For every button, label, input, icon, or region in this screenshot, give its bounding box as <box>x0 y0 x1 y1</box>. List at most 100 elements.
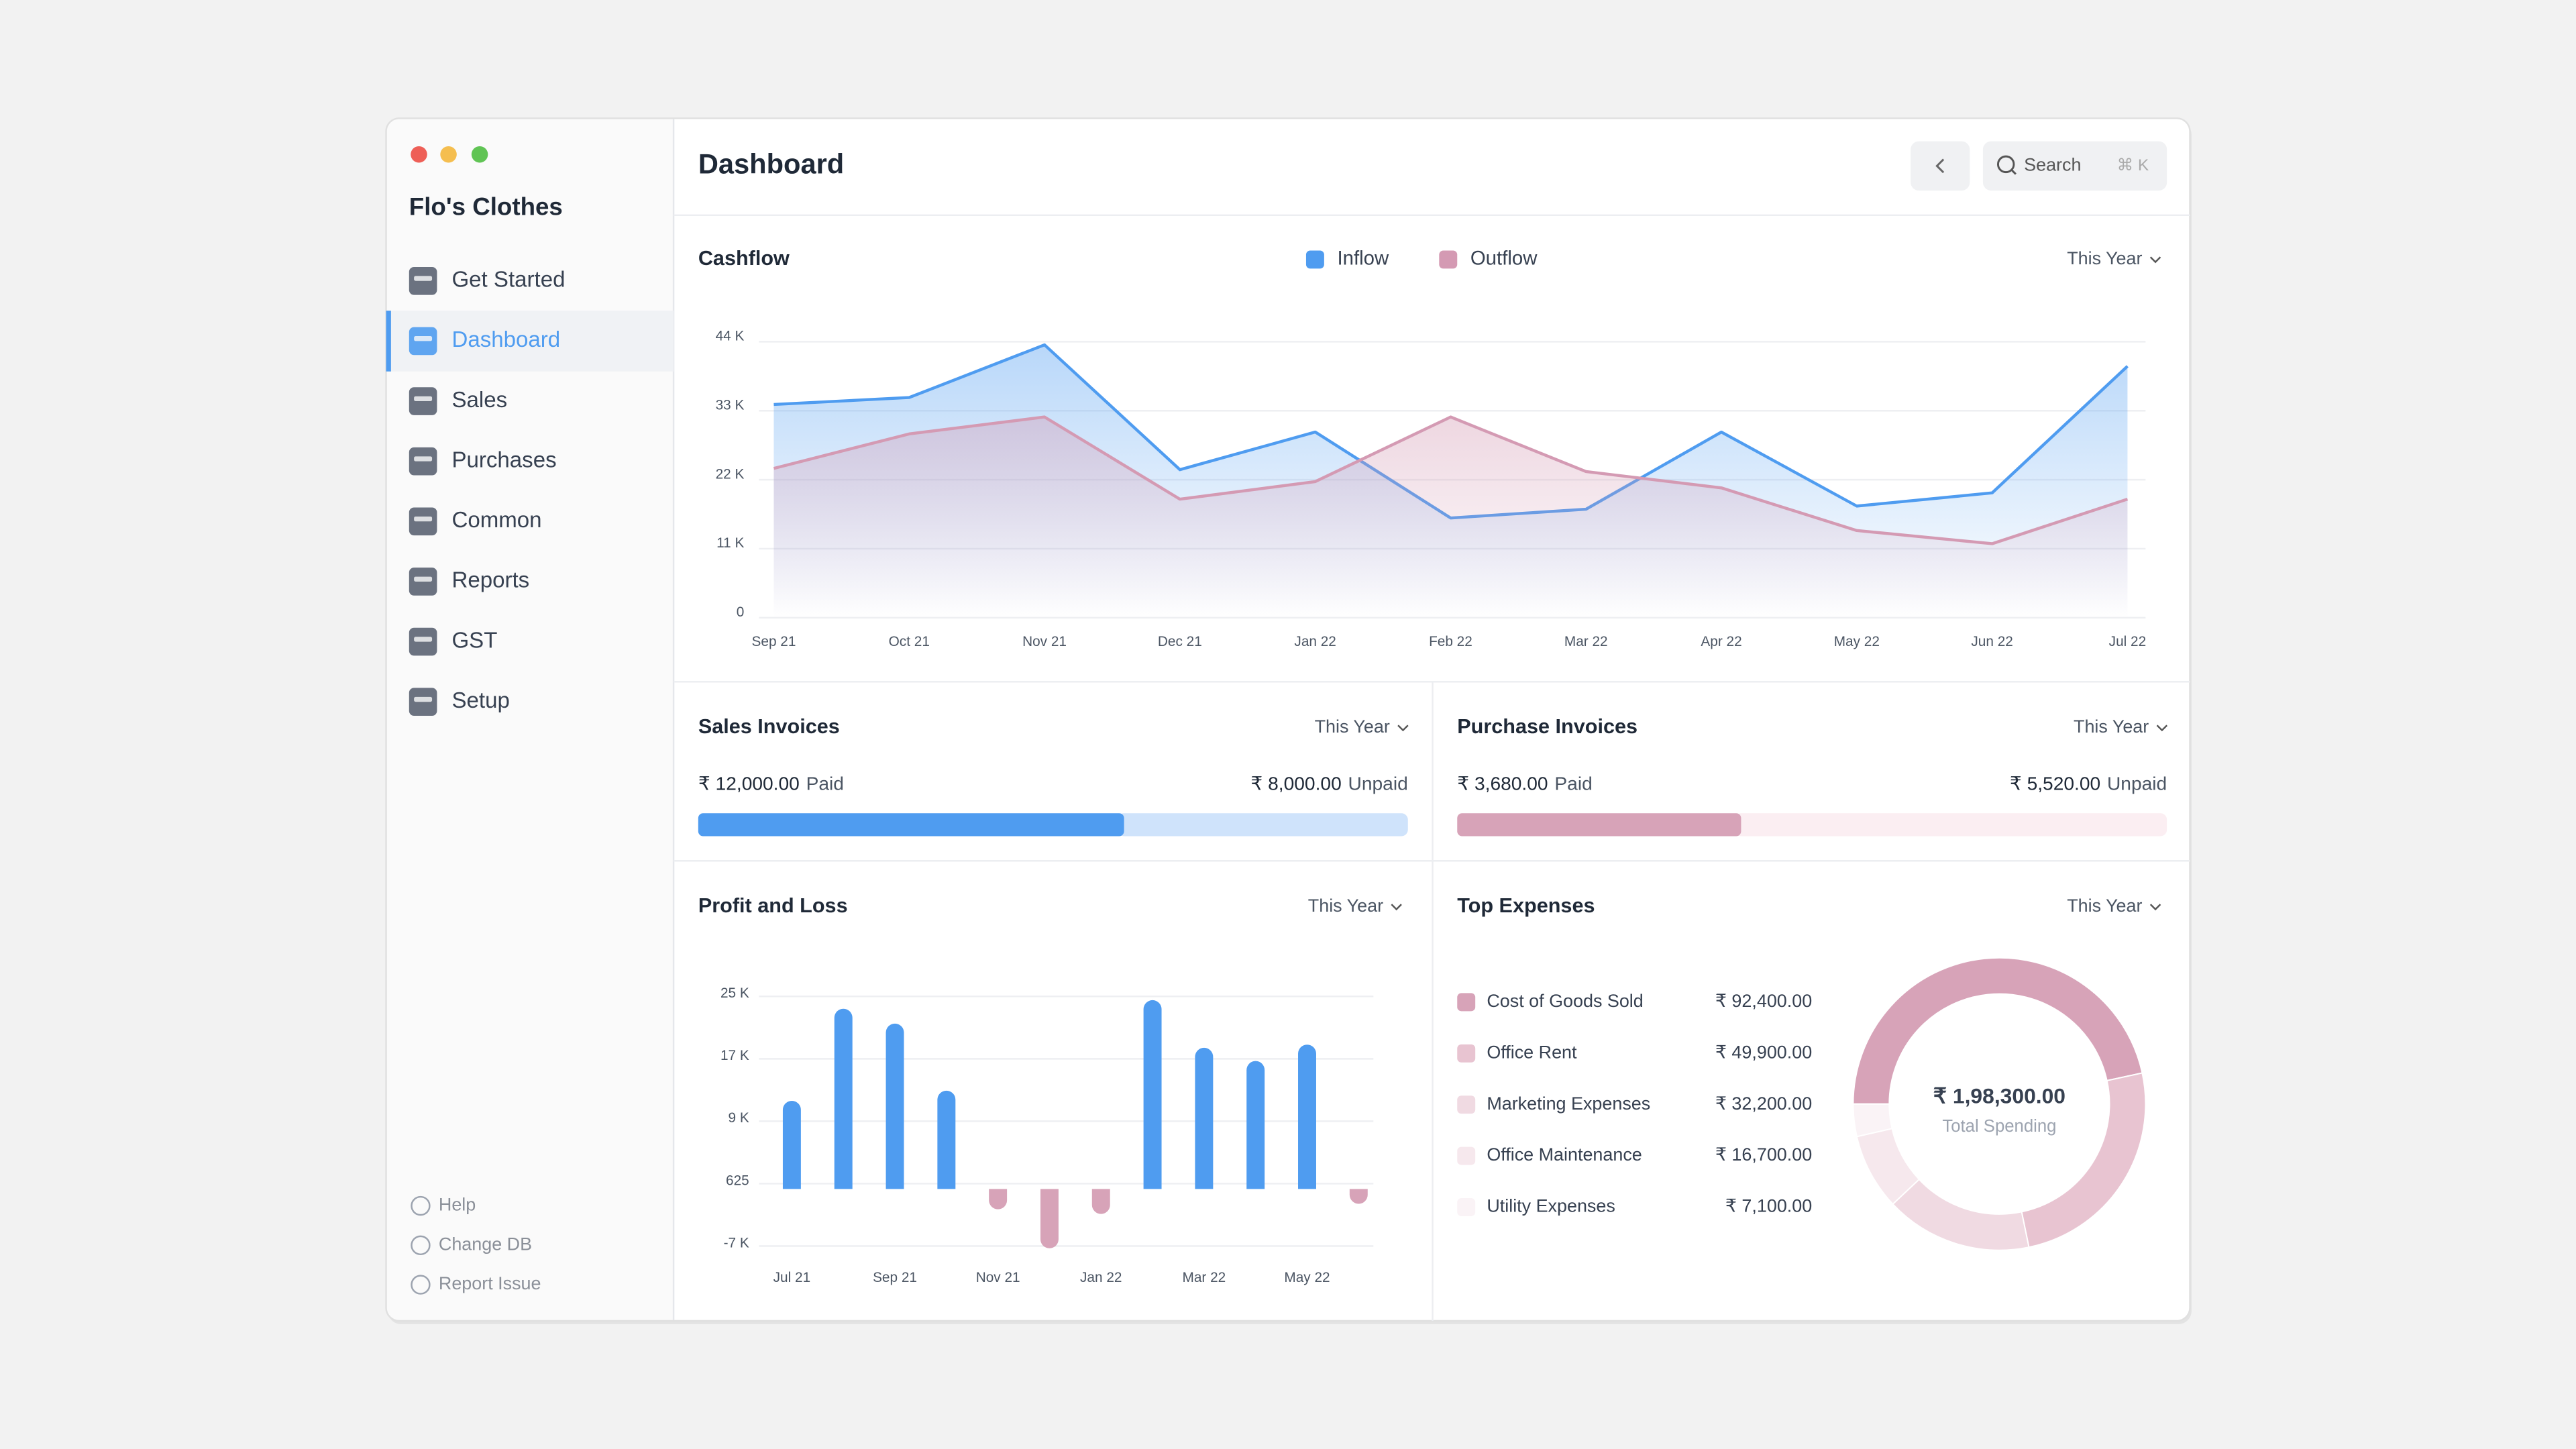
period-label: This Year <box>1315 716 1390 737</box>
x-tick-label: Apr 22 <box>1701 634 1741 649</box>
window-control[interactable] <box>471 146 488 163</box>
legend-item[interactable]: Office Rent ₹ 49,900.00 <box>1457 1042 1812 1063</box>
footer-link[interactable]: Report Issue <box>411 1273 541 1295</box>
period-dropdown[interactable]: This Year <box>2067 248 2161 268</box>
y-tick-label: -7 K <box>724 1235 749 1250</box>
x-tick-label: Nov 21 <box>1022 634 1067 649</box>
period-label: This Year <box>2067 896 2142 916</box>
footer-link[interactable]: Change DB <box>411 1234 532 1256</box>
period-dropdown[interactable]: This Year <box>1308 896 1402 916</box>
panel-title: Top Expenses <box>1457 894 1595 917</box>
legend-swatch <box>1457 1044 1476 1063</box>
donut-total: ₹ 1,98,300.00 <box>1933 1083 2065 1108</box>
nav-item[interactable]: Sales <box>409 387 507 415</box>
unpaid-bar <box>1117 813 1408 837</box>
bar <box>1298 1044 1316 1189</box>
expense-value: ₹ 32,200.00 <box>1715 1093 1812 1114</box>
x-tick-label: Jan 22 <box>1080 1270 1122 1285</box>
app-name: Flo's Clothes <box>409 193 563 221</box>
paid-amount: ₹ 3,680.00 Paid <box>1457 773 1592 794</box>
expense-value: ₹ 16,700.00 <box>1715 1144 1812 1165</box>
bar <box>834 1008 853 1189</box>
legend-item[interactable]: Marketing Expenses ₹ 32,200.00 <box>1457 1093 1812 1114</box>
y-tick-label: 9 K <box>729 1110 749 1126</box>
period-dropdown[interactable]: This Year <box>2067 896 2161 916</box>
bar <box>937 1090 956 1189</box>
bar <box>1195 1047 1214 1189</box>
chevron <box>2149 256 2161 264</box>
back-button-bg <box>1911 141 1970 191</box>
legend-swatch <box>1439 250 1458 269</box>
paid-amount: ₹ 12,000.00 Paid <box>698 773 844 794</box>
legend-item[interactable]: Office Maintenance ₹ 16,700.00 <box>1457 1144 1812 1165</box>
nav-icon-detail <box>414 516 433 522</box>
legend-label: Office Maintenance <box>1487 1144 1642 1165</box>
unpaid-text: Unpaid <box>1348 773 1408 794</box>
nav-item[interactable]: Get Started <box>409 266 566 295</box>
nav-item[interactable]: GST <box>409 627 498 656</box>
nav-item[interactable]: Reports <box>409 568 529 596</box>
panel-title: Cashflow <box>698 247 790 270</box>
x-tick-label: Jan 22 <box>1294 634 1336 649</box>
legend-swatch <box>1457 1198 1476 1216</box>
nav-icon-detail <box>414 637 433 642</box>
bar <box>989 1189 1008 1210</box>
back-button[interactable] <box>1911 141 1970 191</box>
y-tick-label: 11 K <box>716 535 744 551</box>
legend-label: Marketing Expenses <box>1487 1093 1650 1114</box>
search-box[interactable]: Search ⌘ K <box>1982 141 2167 191</box>
x-tick-label: Jun 22 <box>1971 634 2012 649</box>
period-label: This Year <box>2074 716 2149 737</box>
footer-link[interactable]: Help <box>411 1195 476 1216</box>
period-dropdown[interactable]: This Year <box>1315 716 1409 737</box>
nav-item[interactable]: Setup <box>409 688 510 716</box>
footer-icon <box>411 1235 431 1256</box>
footer-icon <box>411 1275 431 1295</box>
nav-item[interactable]: Common <box>409 507 542 536</box>
footer-label: Help <box>439 1195 476 1215</box>
legend-item[interactable]: Utility Expenses ₹ 7,100.00 <box>1457 1196 1812 1216</box>
expense-value: ₹ 92,400.00 <box>1715 991 1812 1011</box>
donut-segment <box>1852 957 2143 1105</box>
legend-item[interactable]: Cost of Goods Sold ₹ 92,400.00 <box>1457 991 1812 1012</box>
bar <box>1246 1061 1265 1189</box>
nav-label: GST <box>451 628 497 653</box>
page-title: Dashboard <box>698 148 844 179</box>
legend-swatch <box>1457 1095 1476 1114</box>
nav-item[interactable]: Dashboard <box>386 311 674 372</box>
chevron <box>2149 904 2161 911</box>
window-border <box>385 117 2191 1322</box>
panel-title: Sales Invoices <box>698 715 840 738</box>
panel-title: Profit and Loss <box>698 894 848 917</box>
x-tick-label: Dec 21 <box>1158 634 1202 649</box>
window-control[interactable] <box>411 146 427 163</box>
footer-label: Report Issue <box>439 1273 541 1293</box>
nav-item[interactable]: Purchases <box>409 447 557 476</box>
y-tick-label: 22 K <box>716 466 745 482</box>
legend-swatch <box>1457 1146 1476 1165</box>
window-control[interactable] <box>440 146 457 163</box>
donut-segment <box>1852 1103 1893 1138</box>
nav-label: Dashboard <box>451 327 560 352</box>
chevron <box>2156 724 2168 732</box>
search-bg <box>1982 141 2167 191</box>
search-placeholder: Search <box>2024 154 2081 174</box>
search-icon <box>1996 155 2015 174</box>
legend-item[interactable]: Outflow <box>1439 248 1538 270</box>
paid-text: Paid <box>806 773 844 794</box>
nav-icon-detail <box>414 456 433 462</box>
x-tick-label: Jul 22 <box>2109 634 2147 649</box>
y-tick-label: 33 K <box>716 397 745 413</box>
chevron <box>1397 724 1409 732</box>
donut-caption: Total Spending <box>1942 1117 2056 1136</box>
y-tick-label: 44 K <box>716 329 745 344</box>
period-dropdown[interactable]: This Year <box>2074 716 2168 737</box>
legend-label: Utility Expenses <box>1487 1196 1615 1216</box>
nav-label: Setup <box>451 688 509 713</box>
bar <box>1040 1189 1059 1248</box>
paid-text: Paid <box>1554 773 1592 794</box>
x-tick-label: May 22 <box>1834 634 1880 649</box>
legend-item[interactable]: Inflow <box>1305 248 1389 270</box>
